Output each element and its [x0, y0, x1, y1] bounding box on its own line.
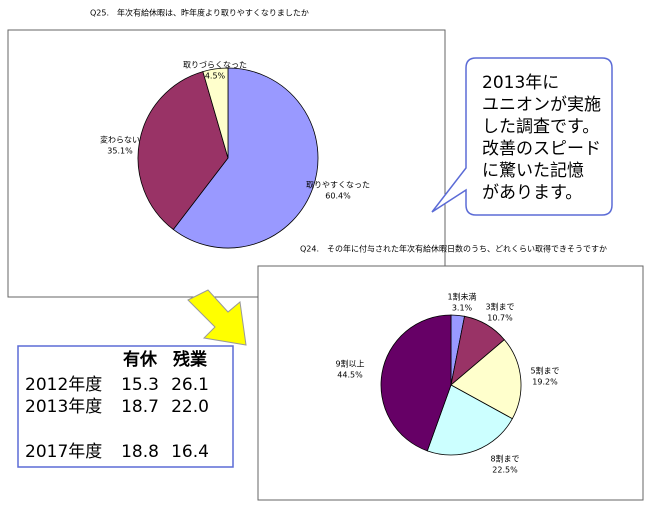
pie-slice	[380, 314, 452, 452]
value-label: 44.5%	[337, 371, 363, 380]
value-label: 60.4%	[325, 192, 351, 201]
slice-label: 変わらない	[100, 135, 140, 145]
table-header: 残業	[173, 349, 207, 370]
slice-label: 取りやすくなった	[306, 181, 370, 190]
value-label: 4.5%	[205, 72, 226, 81]
callout-text: があります。	[482, 183, 582, 203]
slice-label: 5割まで	[530, 366, 559, 376]
value-label: 35.1%	[107, 147, 133, 156]
pie-slice	[426, 384, 513, 456]
pie-slice	[172, 67, 319, 249]
table-header: 有休	[123, 349, 158, 370]
arrow	[187, 289, 247, 346]
pie-slice	[202, 67, 229, 159]
table-cell: 18.7	[121, 397, 159, 417]
chart-title: Q24. その年に付与された年次有給休暇日数のうち、どれくらい取得できそうですか	[300, 244, 607, 254]
pie-slice	[450, 339, 522, 420]
table-cell: 22.0	[171, 397, 209, 417]
value-label: 10.7%	[487, 314, 513, 323]
callout-text: 2013年に	[482, 73, 559, 93]
table-cell: 2013年度	[25, 397, 102, 417]
slice-label: 取りづらくなった	[183, 61, 247, 70]
value-label: 3.1%	[452, 304, 473, 313]
table-cell: 16.4	[171, 442, 209, 462]
slice-label: 3割まで	[485, 302, 514, 312]
callout-bubble	[431, 57, 613, 216]
slice-label: 8割まで	[490, 454, 519, 464]
callout-text: した調査です。	[482, 117, 599, 137]
table-cell: 2012年度	[25, 375, 102, 395]
pie-slice	[137, 71, 229, 231]
slice-label: 9割以上	[335, 359, 364, 369]
callout-text: ユニオンが実施	[482, 95, 601, 115]
table-frame	[17, 345, 234, 468]
table-cell: 18.8	[121, 442, 159, 462]
chart-title: Q25. 年次有給休暇は、昨年度より取りやすくなりましたか	[90, 8, 309, 18]
slice-label: 1割未満	[447, 292, 476, 302]
table-cell: 26.1	[171, 375, 209, 395]
table-cell: 15.3	[121, 375, 159, 395]
value-label: 22.5%	[492, 466, 518, 475]
table-cell: 2017年度	[25, 442, 102, 462]
callout-text: に驚いた記憶	[482, 161, 584, 181]
value-label: 19.2%	[532, 378, 558, 387]
callout-text: 改善のスピード	[482, 139, 601, 159]
